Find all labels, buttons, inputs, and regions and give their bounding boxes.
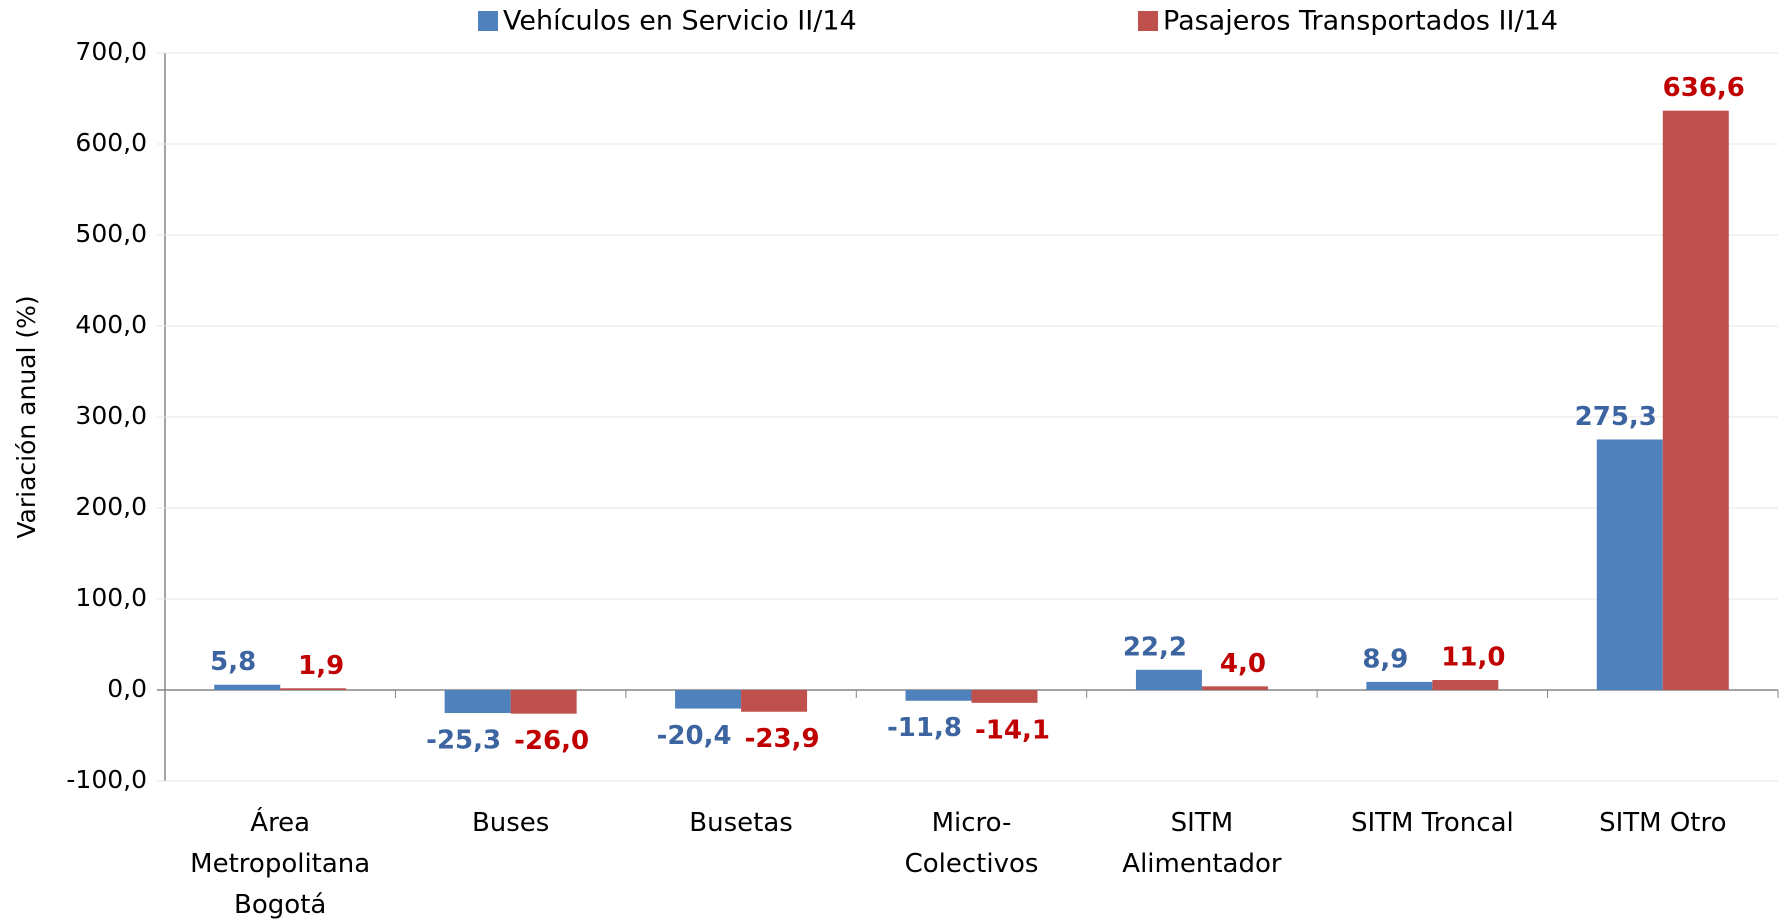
data-label: 8,9 [1362,644,1408,674]
x-tick-label: Busetas [689,808,793,838]
data-label: -23,9 [745,724,820,754]
bar [1135,669,1202,690]
x-tick-label: SITM Otro [1599,808,1727,838]
data-label: -26,0 [514,726,589,756]
x-tick-label: SITM Alimentador [1122,808,1282,879]
y-tick-label: 200,0 [75,492,147,521]
y-tick-label: 500,0 [75,219,147,248]
x-tick-label: Buses [471,808,550,838]
x-tick-label: Micro- Colectivos [904,808,1039,879]
data-label: 11,0 [1441,642,1505,672]
bar [675,690,742,709]
legend-marker [1138,11,1158,31]
y-tick-label: 100,0 [75,583,147,612]
bar [1366,681,1433,690]
y-tick-label: 600,0 [75,128,147,157]
data-label: -20,4 [657,721,732,751]
bar [1201,686,1268,690]
data-label: -25,3 [426,726,501,756]
x-tick-label: Área Metropolitana Bogotá [190,808,371,920]
y-tick-label: 0,0 [107,674,147,703]
data-label: 4,0 [1220,649,1266,679]
bar [280,688,347,690]
data-label: 275,3 [1575,402,1657,432]
bar [444,690,511,714]
y-tick-label: 700,0 [75,37,147,66]
bar [214,684,281,690]
bar [971,690,1038,703]
bar [741,690,808,712]
legend-marker [478,11,498,31]
data-label: -14,1 [975,715,1050,745]
bar [1662,110,1729,691]
legend-label: Pasajeros Transportados II/14 [1163,6,1558,37]
data-label: 5,8 [210,647,256,677]
data-label: -11,8 [887,713,962,743]
x-tick-label: SITM Troncal [1350,808,1514,838]
data-label: 22,2 [1123,632,1187,662]
legend-label: Vehículos en Servicio II/14 [503,6,857,37]
bar [510,690,577,714]
bar [1432,679,1499,690]
data-label: 636,6 [1663,73,1745,103]
bar [905,690,972,701]
y-tick-label: 400,0 [75,310,147,339]
data-label: 1,9 [298,651,344,681]
bar [1596,439,1663,690]
y-tick-label: 300,0 [75,401,147,430]
y-tick-label: -100,0 [66,765,147,794]
y-axis-title: Variación anual (%) [12,295,41,538]
